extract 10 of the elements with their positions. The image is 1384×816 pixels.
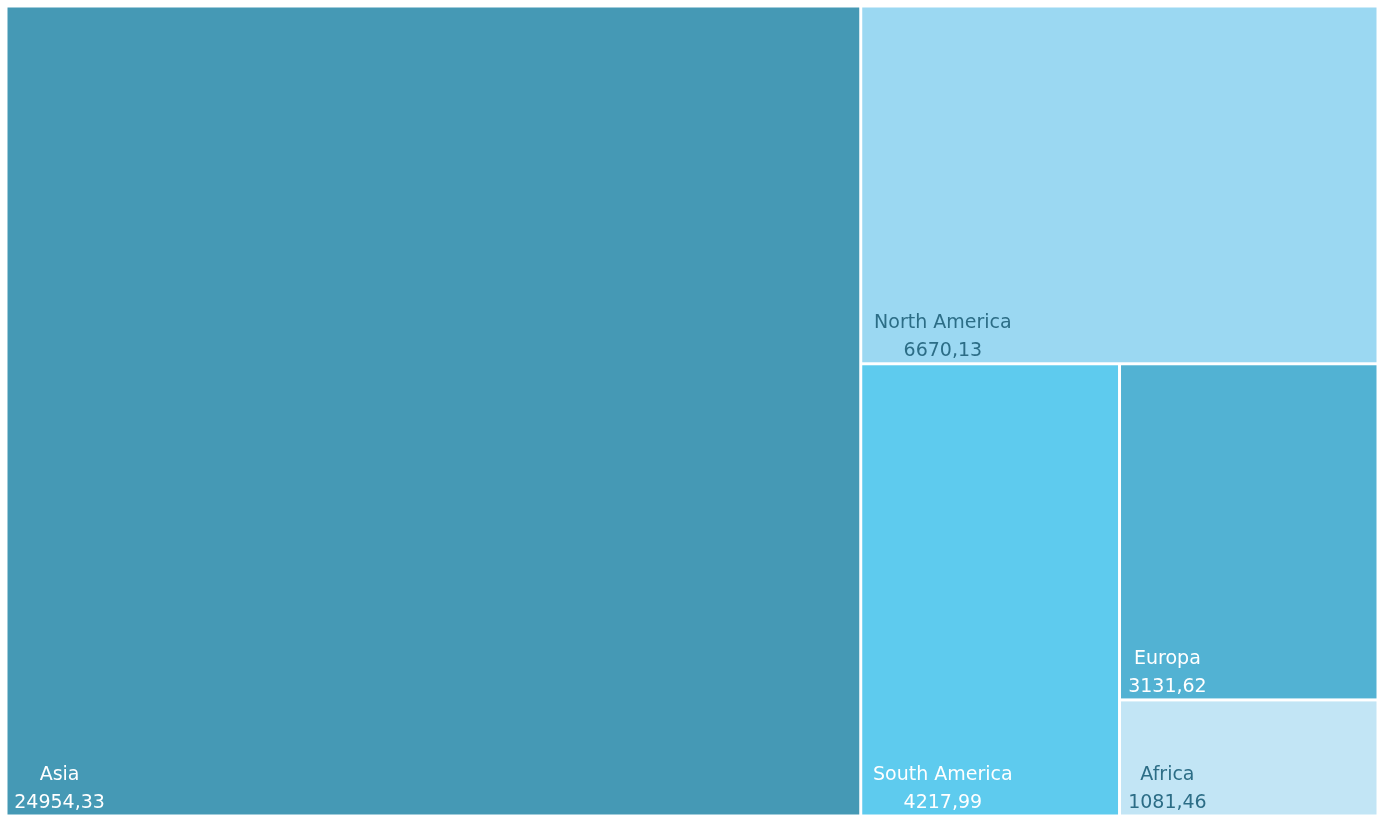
category-label: Europa	[1134, 645, 1201, 668]
data-label: 6670,13	[903, 337, 983, 360]
category-label: North America	[874, 309, 1012, 332]
data-label: 3131,62	[1128, 673, 1207, 696]
data-label: 4217,99	[903, 790, 983, 812]
category-label: Asia	[39, 762, 80, 784]
data-label: 1081,46	[1128, 790, 1207, 812]
data-label: 24954,33	[14, 790, 105, 812]
category-label: Africa	[1140, 762, 1195, 784]
category-label: South America	[873, 762, 1013, 784]
